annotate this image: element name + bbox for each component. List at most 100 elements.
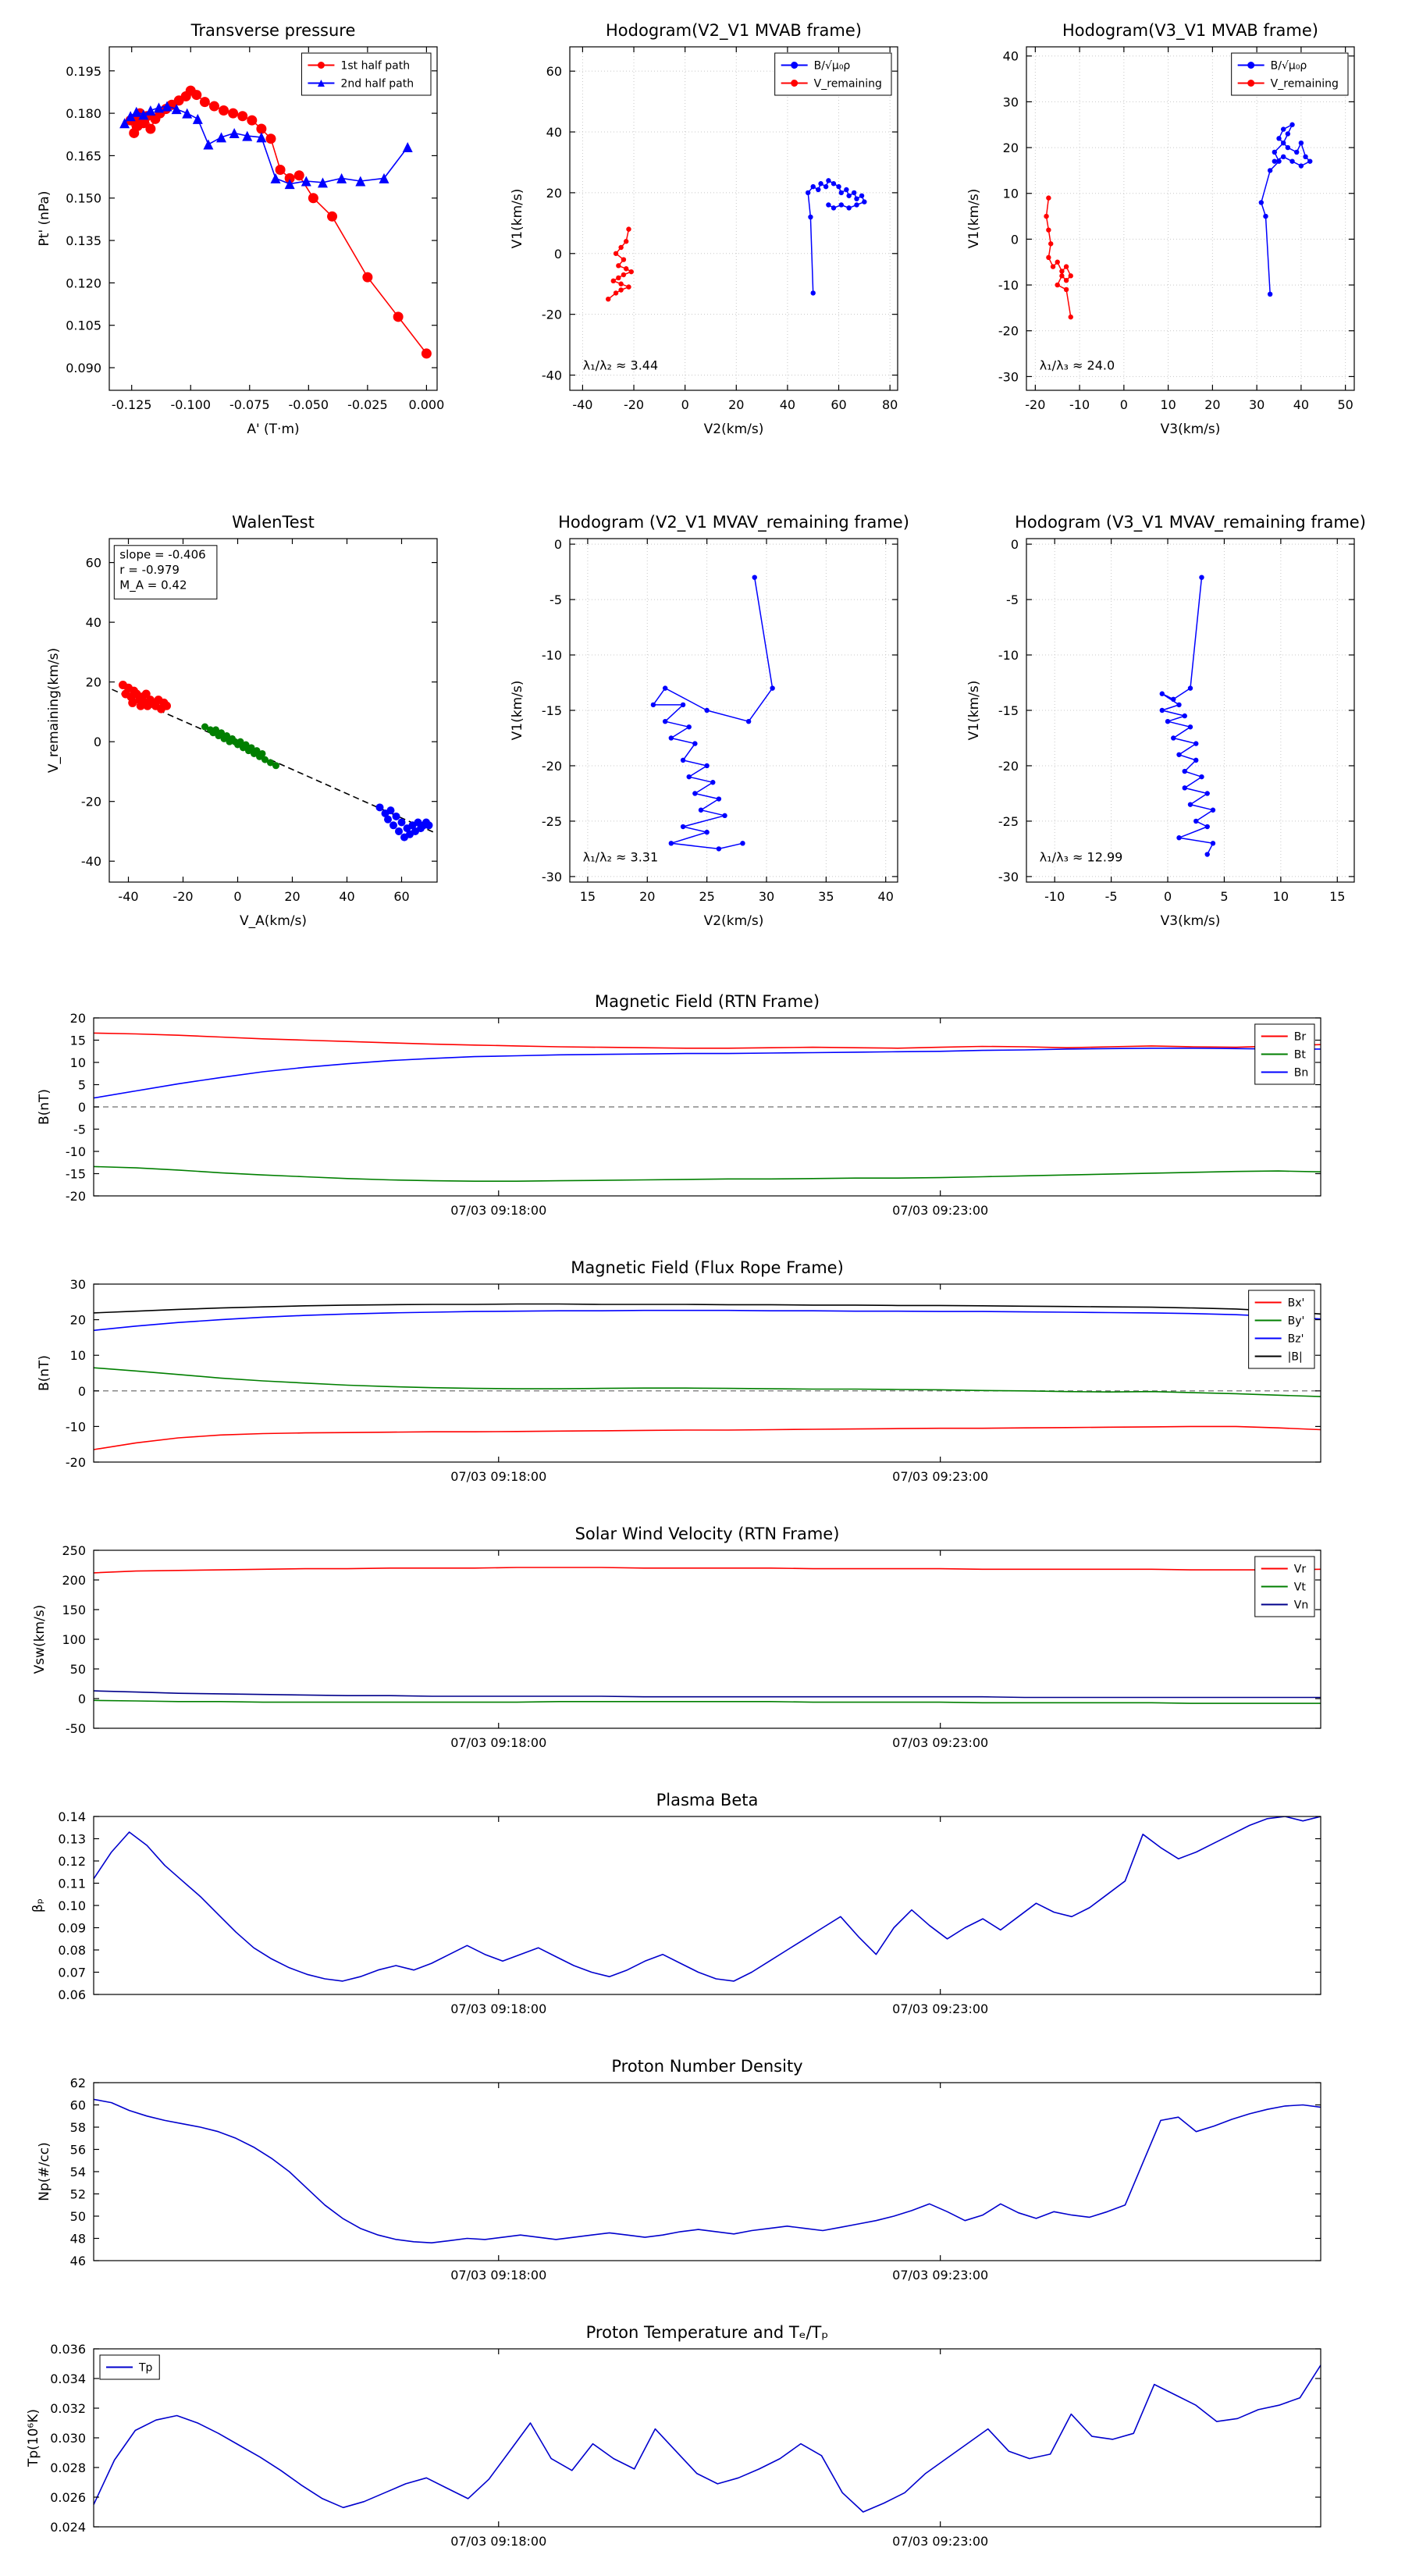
walen-test-ticks: -40 -20 0 20 40 60 -40 -20 0 20 40 60 <box>81 539 437 904</box>
svg-text:20: 20 <box>70 1011 86 1026</box>
svg-text:-10: -10 <box>998 648 1019 663</box>
svg-text:40: 40 <box>546 125 562 140</box>
hodogram-v3v1-mvab-title: Hodogram(V3_V1 MVAB frame) <box>1062 21 1318 41</box>
svg-text:-20: -20 <box>81 795 101 809</box>
svg-text:0.10: 0.10 <box>58 1898 86 1913</box>
svg-text:48: 48 <box>70 2232 86 2247</box>
svg-text:0.135: 0.135 <box>66 233 101 248</box>
svg-text:|B|: |B| <box>1288 1350 1303 1363</box>
svg-text:0.195: 0.195 <box>66 64 101 79</box>
svg-text:100: 100 <box>62 1632 86 1647</box>
svg-text:56: 56 <box>70 2143 86 2158</box>
svg-text:-20: -20 <box>998 759 1019 774</box>
svg-text:07/03 09:18:00: 07/03 09:18:00 <box>450 2534 546 2549</box>
svg-text:0.032: 0.032 <box>50 2401 86 2416</box>
svg-text:-0.075: -0.075 <box>229 397 270 412</box>
hodogram-v3v1-mvab-annotation-0: λ₁/λ₃ ≈ 24.0 <box>1040 358 1115 373</box>
svg-text:50: 50 <box>70 1662 86 1677</box>
svg-text:-25: -25 <box>998 814 1019 829</box>
walen-test-axes-frame <box>108 538 438 883</box>
svg-text:0.036: 0.036 <box>50 2342 86 2357</box>
svg-text:0: 0 <box>1120 397 1128 412</box>
svg-text:150: 150 <box>62 1603 86 1617</box>
svg-text:50: 50 <box>70 2209 86 2224</box>
svg-text:0.034: 0.034 <box>50 2371 86 2386</box>
svg-text:-0.125: -0.125 <box>112 397 152 412</box>
hodogram-v3v1-mvab-xlabel: V3(km/s) <box>1161 422 1221 437</box>
proton-temperature-ticks: 07/03 09:18:00 07/03 09:23:00 0.024 0.026 0.… <box>50 2342 1321 2549</box>
magnetic-field-flux-rope-ylabel: B(nT) <box>37 1355 52 1391</box>
hodogram-v3v1-mvab-legend: B/√μ₀ρ V_remaining <box>1231 52 1349 96</box>
svg-text:-40: -40 <box>542 368 562 383</box>
proton-temperature-chart: 07/03 09:18:00 07/03 09:23:00 0.024 0.026 0.… <box>0 2316 1405 2574</box>
svg-text:20: 20 <box>728 397 744 412</box>
svg-text:07/03 09:23:00: 07/03 09:23:00 <box>892 2001 988 2016</box>
svg-text:46: 46 <box>70 2254 86 2268</box>
svg-text:0.12: 0.12 <box>58 1854 86 1869</box>
svg-text:07/03 09:23:00: 07/03 09:23:00 <box>892 1469 988 1484</box>
svg-text:200: 200 <box>62 1573 86 1588</box>
walen-test-title: WalenTest <box>232 513 315 532</box>
plasma-beta-title: Plasma Beta <box>656 1791 759 1809</box>
hodogram-v3v1-mvab-axes-frame <box>1026 46 1355 391</box>
magnetic-field-rtn-ylabel: B(nT) <box>37 1089 52 1125</box>
svg-text:20: 20 <box>284 889 300 904</box>
transverse-pressure-ylabel: Pt' (nPa) <box>37 191 52 247</box>
walen-test-series <box>112 680 435 841</box>
svg-text:slope = -0.406: slope = -0.406 <box>119 547 205 561</box>
hodogram-v3v1-mvav-annotation-0: λ₁/λ₃ ≈ 12.99 <box>1040 850 1123 865</box>
hodogram-v2v1-mvab-annotation-0: λ₁/λ₂ ≈ 3.44 <box>583 358 658 373</box>
svg-text:60: 60 <box>393 889 409 904</box>
svg-text:0.06: 0.06 <box>58 1987 86 2002</box>
proton-number-density-ticks: 07/03 09:18:00 07/03 09:23:00 46 48 50 52 54 56… <box>70 2076 1321 2282</box>
svg-text:52: 52 <box>70 2187 86 2202</box>
svg-text:-30: -30 <box>998 369 1019 384</box>
svg-text:B/√μ₀ρ: B/√μ₀ρ <box>814 59 851 72</box>
solar-wind-velocity-chart: 07/03 09:18:00 07/03 09:23:00 -50 0 50 100 150… <box>0 1517 1405 1775</box>
svg-text:0: 0 <box>94 735 101 749</box>
svg-text:0.000: 0.000 <box>408 397 444 412</box>
solar-wind-velocity-ticks: 07/03 09:18:00 07/03 09:23:00 -50 0 50 100 150… <box>62 1543 1321 1750</box>
hodogram-v2v1-mvab-series <box>606 178 867 302</box>
proton-temperature-series <box>94 2364 1321 2513</box>
hodogram-v3v1-mvav-title: Hodogram (V3_V1 MVAV_remaining frame) <box>1015 513 1366 532</box>
hodogram-v3v1-mvav-ylabel: V1(km/s) <box>966 681 982 741</box>
magnetic-field-rtn-chart: 07/03 09:18:00 07/03 09:23:00 -20 -15 -10 -5 0… <box>0 985 1405 1243</box>
svg-text:Bt: Bt <box>1294 1048 1307 1061</box>
svg-text:-40: -40 <box>81 854 101 869</box>
svg-text:07/03 09:18:00: 07/03 09:18:00 <box>450 2268 546 2282</box>
svg-text:0: 0 <box>681 397 689 412</box>
svg-text:2nd half path: 2nd half path <box>340 77 414 90</box>
svg-text:0: 0 <box>78 1692 86 1706</box>
transverse-pressure-ticks: -0.125 -0.100 -0.075 -0.050 -0.025 0.000 0.090… <box>66 47 444 412</box>
svg-text:60: 60 <box>86 556 101 571</box>
svg-text:1st half path: 1st half path <box>340 59 410 72</box>
walen-test-chart: -40 -20 0 20 40 60 -40 -20 0 20 40 60 WalenTest V_A(k… <box>31 503 476 956</box>
svg-text:-20: -20 <box>998 324 1019 339</box>
svg-text:-20: -20 <box>542 308 562 322</box>
hodogram-v3v1-mvab-chart: -20 -10 0 10 20 30 40 50 -30 -20 -10 0 10 20 30 40 Hodog… <box>948 12 1393 464</box>
svg-text:07/03 09:23:00: 07/03 09:23:00 <box>892 1735 988 1750</box>
hodogram-v2v1-mvav-title: Hodogram (V2_V1 MVAV_remaining frame) <box>558 513 909 532</box>
magnetic-field-flux-rope-chart: 07/03 09:18:00 07/03 09:23:00 -20 -10 0 10 20 3… <box>0 1251 1405 1509</box>
transverse-pressure-series <box>119 85 432 359</box>
svg-text:0.090: 0.090 <box>66 361 101 375</box>
hodogram-v2v1-mvab-xlabel: V2(km/s) <box>704 422 764 437</box>
svg-text:40: 40 <box>86 615 101 630</box>
svg-text:-20: -20 <box>173 889 193 904</box>
svg-text:20: 20 <box>546 186 562 201</box>
svg-text:07/03 09:23:00: 07/03 09:23:00 <box>892 2268 988 2282</box>
svg-text:-15: -15 <box>66 1167 86 1182</box>
svg-text:0.165: 0.165 <box>66 148 101 163</box>
svg-text:07/03 09:23:00: 07/03 09:23:00 <box>892 1203 988 1218</box>
svg-text:10: 10 <box>1003 187 1019 201</box>
plasma-beta-ylabel: βₚ <box>30 1898 46 1912</box>
svg-text:60: 60 <box>831 397 846 412</box>
svg-text:M_A = 0.42: M_A = 0.42 <box>119 578 187 592</box>
hodogram-v2v1-mvab-axes-frame <box>569 46 898 391</box>
svg-text:-5: -5 <box>550 592 562 607</box>
svg-text:0.120: 0.120 <box>66 276 101 290</box>
magnetic-field-flux-rope-title: Magnetic Field (Flux Rope Frame) <box>571 1258 844 1277</box>
